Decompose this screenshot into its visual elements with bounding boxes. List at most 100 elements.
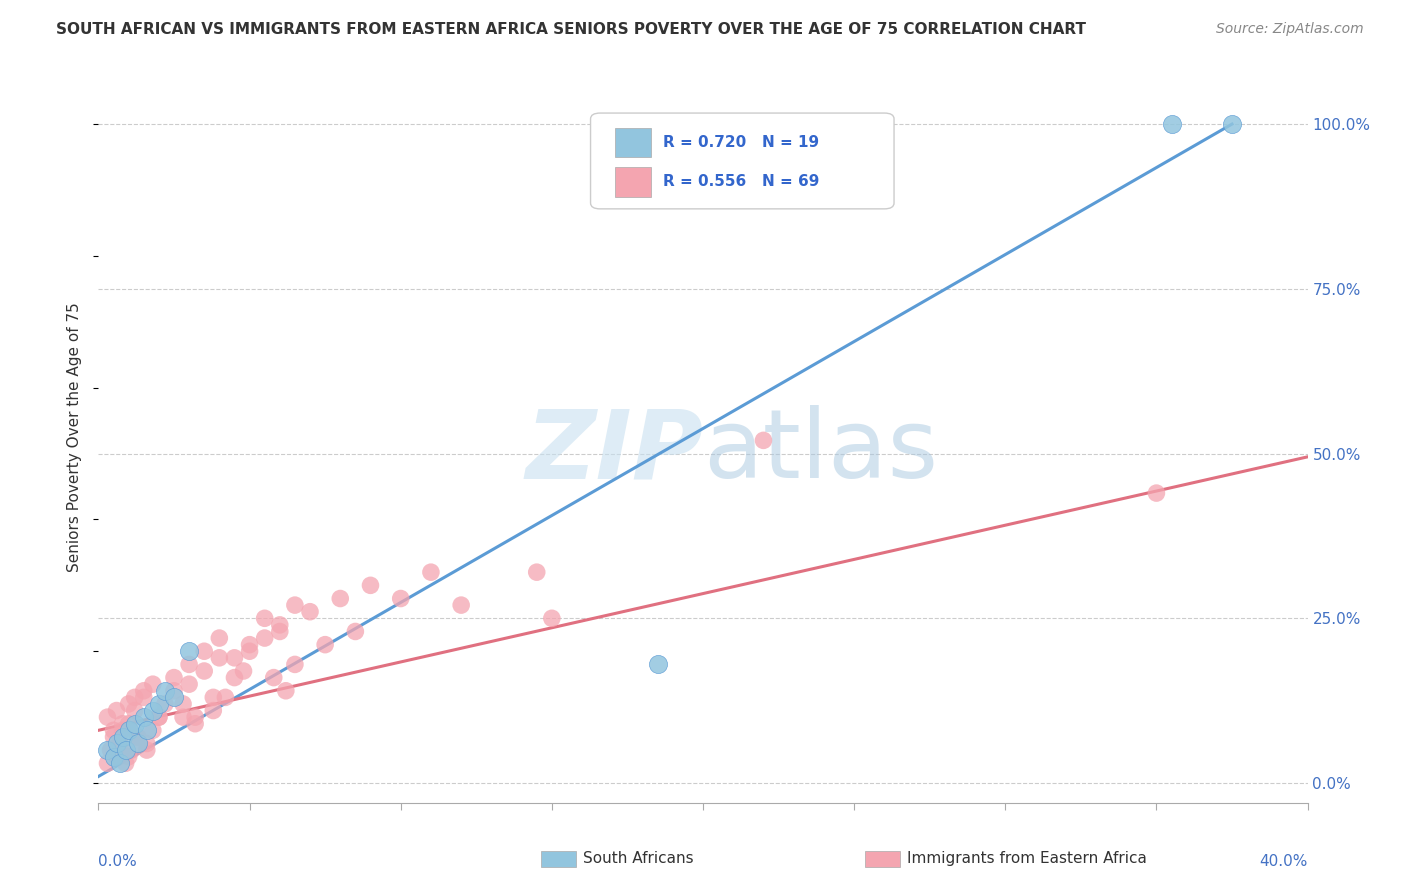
Point xyxy=(127,730,149,744)
Point xyxy=(132,690,155,705)
Point xyxy=(96,756,118,771)
Point xyxy=(105,704,128,718)
Text: 40.0%: 40.0% xyxy=(1260,854,1308,869)
Point xyxy=(118,749,141,764)
Point xyxy=(360,578,382,592)
Point xyxy=(179,677,201,691)
Point xyxy=(118,723,141,738)
Point xyxy=(179,644,201,658)
Point xyxy=(105,749,128,764)
Point xyxy=(135,737,157,751)
Point xyxy=(208,650,231,665)
Point xyxy=(389,591,412,606)
Point xyxy=(153,697,176,711)
Point xyxy=(124,704,146,718)
Point xyxy=(148,710,170,724)
Point xyxy=(202,690,225,705)
Point xyxy=(103,730,125,744)
Point xyxy=(111,723,134,738)
Point xyxy=(274,683,297,698)
Point xyxy=(329,591,352,606)
Text: R = 0.556   N = 69: R = 0.556 N = 69 xyxy=(664,175,820,189)
Point xyxy=(114,743,136,757)
Point xyxy=(344,624,367,639)
Point xyxy=(263,671,285,685)
Text: Immigrants from Eastern Africa: Immigrants from Eastern Africa xyxy=(907,852,1147,866)
FancyBboxPatch shape xyxy=(614,168,651,196)
Point xyxy=(239,644,262,658)
Point xyxy=(172,697,194,711)
Point xyxy=(135,743,157,757)
Text: ZIP: ZIP xyxy=(524,405,703,499)
Point xyxy=(105,737,128,751)
Point xyxy=(127,730,149,744)
Point xyxy=(232,664,254,678)
Point xyxy=(103,723,125,738)
Point xyxy=(96,710,118,724)
Point xyxy=(540,611,562,625)
Point xyxy=(142,677,165,691)
Point xyxy=(239,638,262,652)
Point xyxy=(647,657,669,672)
Point xyxy=(299,605,322,619)
Point xyxy=(214,690,236,705)
Point xyxy=(108,737,131,751)
Point xyxy=(148,710,170,724)
Y-axis label: Seniors Poverty Over the Age of 75: Seniors Poverty Over the Age of 75 xyxy=(67,302,83,572)
Point xyxy=(127,737,149,751)
Point xyxy=(163,683,186,698)
Text: atlas: atlas xyxy=(703,405,938,499)
Point xyxy=(111,716,134,731)
Point xyxy=(163,671,186,685)
Point xyxy=(124,716,146,731)
Point xyxy=(132,710,155,724)
Point xyxy=(121,743,143,757)
FancyBboxPatch shape xyxy=(591,113,894,209)
Point xyxy=(153,683,176,698)
Point xyxy=(124,690,146,705)
Point xyxy=(253,611,276,625)
Point xyxy=(284,657,307,672)
Point xyxy=(179,657,201,672)
Point xyxy=(193,644,215,658)
Point xyxy=(184,710,207,724)
Point xyxy=(420,565,443,579)
Point xyxy=(108,737,131,751)
Point xyxy=(111,730,134,744)
Point xyxy=(142,704,165,718)
Point xyxy=(224,671,246,685)
Point xyxy=(450,598,472,612)
Point xyxy=(172,710,194,724)
Point xyxy=(269,624,291,639)
Point xyxy=(1160,117,1182,131)
Point xyxy=(184,716,207,731)
Point xyxy=(96,743,118,757)
Point xyxy=(208,631,231,645)
Point xyxy=(148,697,170,711)
Text: 0.0%: 0.0% xyxy=(98,854,138,869)
Point xyxy=(118,716,141,731)
Point xyxy=(752,434,775,448)
Point xyxy=(118,697,141,711)
Point xyxy=(163,690,186,705)
Point xyxy=(132,683,155,698)
Point xyxy=(224,650,246,665)
Point xyxy=(269,618,291,632)
Point xyxy=(526,565,548,579)
Text: South Africans: South Africans xyxy=(583,852,695,866)
Point xyxy=(253,631,276,645)
Point xyxy=(135,723,157,738)
Point xyxy=(103,749,125,764)
Point xyxy=(202,704,225,718)
Point xyxy=(142,723,165,738)
Point xyxy=(284,598,307,612)
Point xyxy=(100,743,122,757)
Point xyxy=(108,756,131,771)
Point xyxy=(314,638,336,652)
Point xyxy=(114,756,136,771)
Text: Source: ZipAtlas.com: Source: ZipAtlas.com xyxy=(1216,22,1364,37)
Text: SOUTH AFRICAN VS IMMIGRANTS FROM EASTERN AFRICA SENIORS POVERTY OVER THE AGE OF : SOUTH AFRICAN VS IMMIGRANTS FROM EASTERN… xyxy=(56,22,1087,37)
Text: R = 0.720   N = 19: R = 0.720 N = 19 xyxy=(664,135,820,150)
Point xyxy=(1144,486,1167,500)
Point xyxy=(1220,117,1243,131)
